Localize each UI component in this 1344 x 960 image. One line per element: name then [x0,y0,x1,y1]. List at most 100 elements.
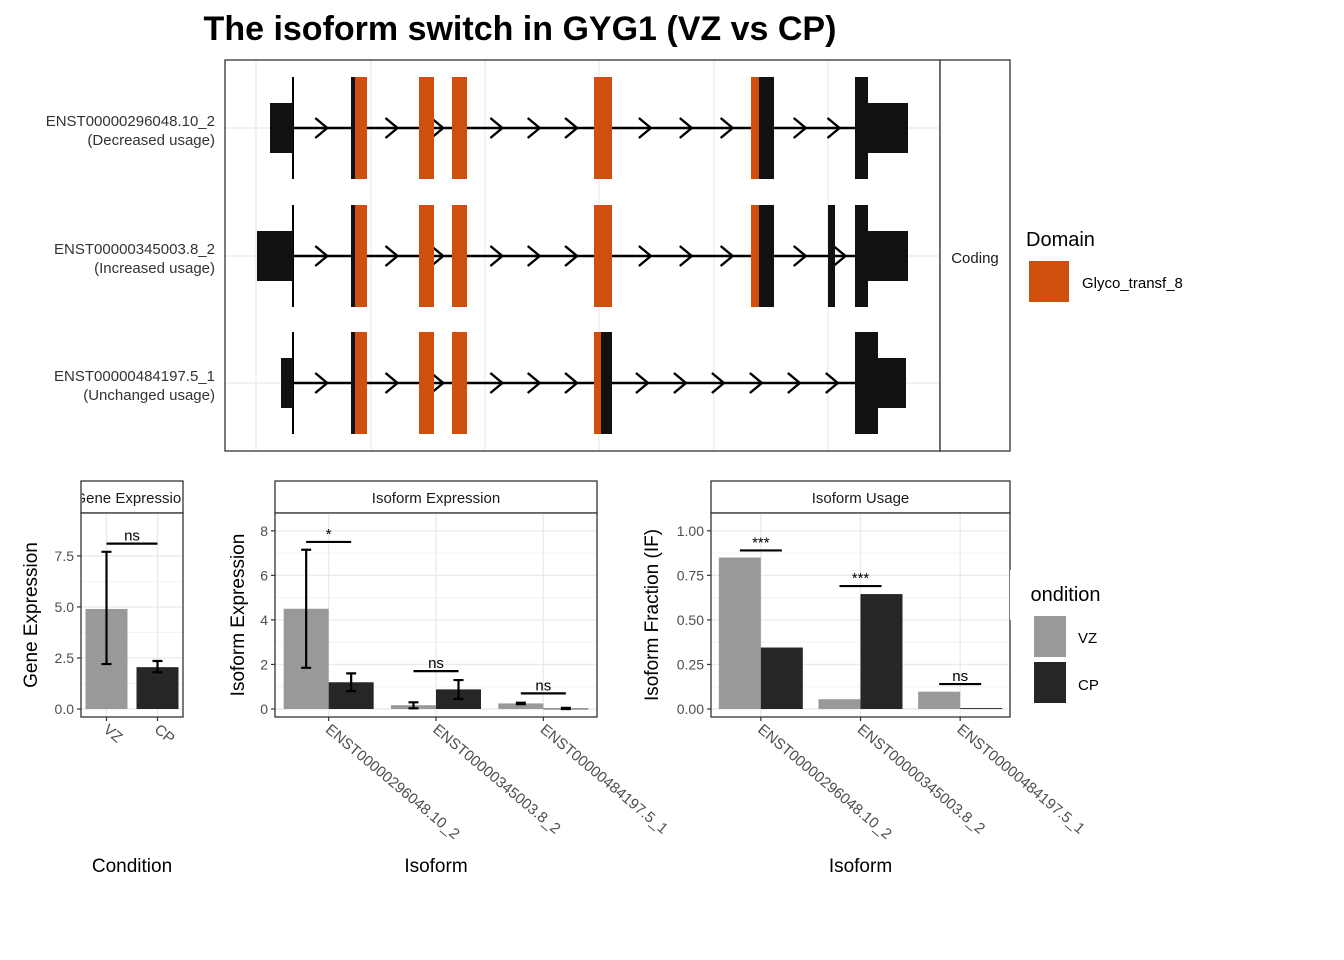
legend-swatch-vz [1034,616,1066,657]
transcript-usage-label: (Increased usage) [94,260,215,277]
exon [281,358,293,408]
intron-arrow [749,372,764,394]
gene-expression-panel: Gene Expression 0.0 2.5 5.0 7.5 ns VZ CP Gene Ex… [21,480,189,877]
intron-arrow [678,245,694,267]
intron-arrow [430,117,446,139]
domain-region [419,77,434,179]
intron-arrow [673,372,688,394]
intron-arrow [564,117,579,139]
domain-region [452,205,467,307]
domain-region [355,332,367,434]
y-tick-label: 0.0 [55,701,75,717]
exon [257,231,293,281]
transcript-id-label: ENST00000484197.5_1 [54,368,215,385]
intron-arrow [384,117,400,139]
intron-arrow [314,245,330,267]
intron-arrow [489,372,505,394]
domain-legend: Domain Glyco_transf_8 [1026,229,1183,302]
domain-region [419,332,434,434]
bar-vz [918,691,961,709]
intron-arrow [384,245,400,267]
intron-arrow [711,372,726,394]
bar-cp [760,647,803,709]
exon [855,332,878,434]
intron-arrow [314,372,330,394]
intron-arrow [678,117,694,139]
intron-arrow [526,245,542,267]
significance-label: ns [952,668,968,685]
error-bar [453,678,464,701]
transcript-track-2 [257,205,908,307]
exon [855,205,868,307]
bar-cp [136,667,179,709]
domain-region [355,77,367,179]
domain-region [751,77,759,179]
domain-region [355,205,367,307]
plot-border [80,512,184,718]
significance-label: * [326,526,332,543]
x-tick-label: VZ [100,721,126,746]
error-bar [408,701,419,710]
transcript-id-label: ENST00000345003.8_2 [54,241,215,258]
transcript-id-label: ENST00000296048.10_2 [46,113,215,130]
significance-label: *** [852,570,870,587]
y-axis-title: Gene Expression [21,542,42,688]
x-axis-title: Isoform [404,856,467,877]
y-tick-label: 2 [260,656,268,672]
y-tick-label: 0.50 [677,612,704,628]
y-tick-label: 0.75 [677,567,704,583]
domain-region [452,77,467,179]
domain-region [751,205,759,307]
error-bar [301,548,312,669]
intron-arrow [526,372,542,394]
bar-cp [860,594,903,709]
intron-arrow [430,245,446,267]
intron-arrow [314,117,330,139]
transcript-usage-label: (Unchanged usage) [83,387,215,404]
x-axis-title: Isoform [829,856,892,877]
domain-region [452,332,467,434]
domain-legend-swatch [1029,261,1069,302]
bar-vz [498,703,544,709]
structure-facet-strip [939,59,1011,452]
figure-title: The isoform switch in GYG1 (VZ vs CP) [204,10,837,48]
y-tick-label: 7.5 [55,548,75,564]
intron-arrow [832,245,848,267]
facet-strip [80,480,184,514]
domain-region [594,205,612,307]
condition-legend: Condition VZ CP [1016,584,1101,703]
error-bar [101,550,112,666]
intron-arrow [430,372,446,394]
domain-legend-title: Domain [1026,229,1095,251]
intron-arrow [719,117,735,139]
intron-arrow [489,117,505,139]
y-tick-label: 1.00 [677,523,704,539]
facet-strip-label: Gene Expression [74,490,189,507]
error-bar [560,706,571,711]
intron-arrow [638,117,653,139]
significance-label: ns [535,677,551,694]
domain-region [594,332,601,434]
legend-label-vz: VZ [1078,630,1097,647]
y-tick-label: 2.5 [55,650,75,666]
legend-swatch-cp [1034,662,1066,703]
bar-vz [818,699,861,709]
domain-region [594,77,612,179]
intron-arrow [489,245,505,267]
y-tick-label: 8 [260,523,268,539]
domain-region [419,205,434,307]
exon [828,205,835,307]
y-tick-label: 0.00 [677,701,704,717]
intron-arrow [787,372,802,394]
y-tick-label: 5.0 [55,599,75,615]
y-tick-label: 0.25 [677,656,704,672]
y-axis-title: Isoform Expression [228,534,249,697]
intron-arrow [384,372,400,394]
x-tick-label: CP [151,721,178,747]
y-tick-label: 6 [260,567,268,583]
bar-cp [960,708,1003,709]
structure-facet-label: Coding [951,250,999,267]
intron-arrow [792,117,808,139]
